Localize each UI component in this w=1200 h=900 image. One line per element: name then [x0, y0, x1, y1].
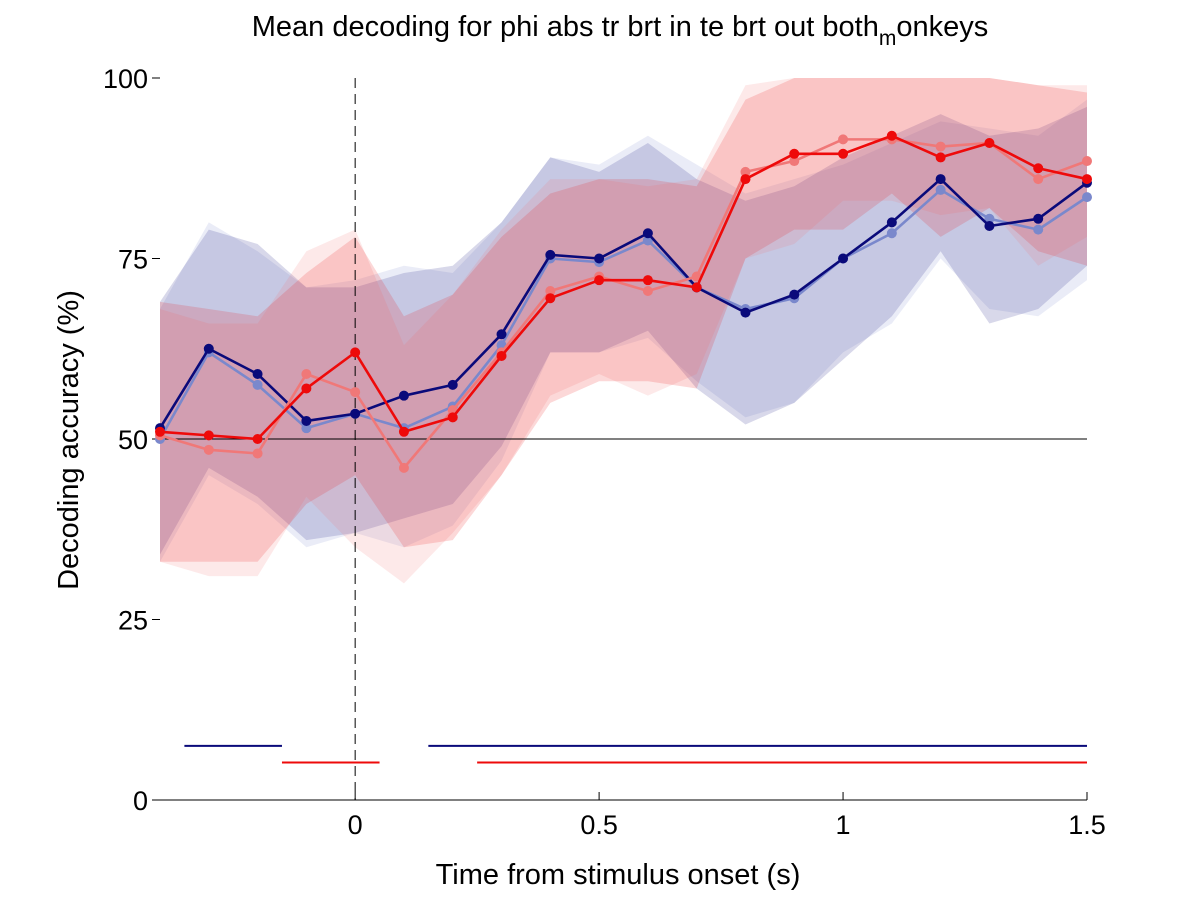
series-4-point — [1082, 174, 1092, 185]
confidence-band-2 — [160, 106, 1087, 555]
series-4-point — [1033, 163, 1044, 174]
series-3-point — [252, 448, 263, 459]
series-1-point — [886, 228, 897, 239]
series-4-point — [691, 282, 702, 293]
series-2-point — [789, 289, 800, 300]
series-2-point — [203, 343, 214, 354]
x-tick-label: 1 — [836, 810, 851, 840]
series-4-point — [447, 412, 458, 423]
series-3-point — [545, 285, 556, 296]
chart-title-main: Mean decoding for phi abs tr brt in te b… — [252, 11, 879, 43]
series-line-3 — [159, 138, 1088, 470]
series-2-point — [838, 253, 849, 264]
series-1-point — [935, 184, 946, 195]
series-line-1 — [158, 188, 1088, 440]
significance-bars — [184, 744, 1087, 764]
series-2-point — [301, 415, 312, 426]
series-2-point — [350, 408, 361, 419]
confidence-band-4 — [160, 78, 1087, 562]
series-4-point — [496, 350, 507, 361]
series-3-point — [1082, 156, 1092, 167]
y-tick-label: 25 — [118, 606, 148, 636]
series-1-point — [252, 379, 263, 390]
series-4-point — [252, 434, 263, 444]
series-4-point — [740, 174, 751, 185]
series-1-point — [984, 213, 995, 224]
series-4-point — [838, 148, 849, 159]
axes: 0 0.5 1 1.5 0 25 50 75 100 — [103, 64, 1106, 840]
x-axis-label: Time from stimulus onset (s) — [436, 859, 801, 891]
x-tick-label: 0 — [348, 810, 363, 840]
series-4-point — [594, 275, 605, 286]
series-4-point — [642, 275, 653, 286]
series-3-point — [740, 166, 751, 177]
x-tick-label: 0.5 — [580, 810, 618, 840]
series-2-point — [740, 307, 751, 318]
chart-title-subscript: m — [879, 27, 897, 50]
series-3-point — [1033, 174, 1044, 185]
series-3-point — [789, 156, 800, 167]
y-tick-label: 75 — [118, 245, 148, 275]
series-3-point — [935, 141, 946, 152]
series-2-point — [984, 221, 995, 232]
series-2-point — [447, 379, 458, 390]
series-3-point — [398, 462, 409, 473]
x-tick-label: 1.5 — [1068, 810, 1106, 840]
series-line-4 — [159, 134, 1088, 441]
series-4-point — [301, 383, 312, 394]
y-axis-label: Decoding accuracy (%) — [53, 290, 85, 590]
confidence-band-1 — [160, 99, 1087, 562]
series-2-point — [886, 217, 897, 228]
y-tick-label: 100 — [103, 64, 148, 94]
chart-title: Mean decoding for phi abs tr brt in te b… — [252, 11, 989, 50]
series-4-point — [203, 430, 214, 441]
series-4-point — [789, 148, 800, 159]
series-3-point — [350, 387, 361, 398]
series-4-point — [935, 152, 946, 163]
series-2-point — [252, 369, 263, 380]
series-4-point — [350, 347, 361, 358]
series-1-point — [301, 423, 312, 434]
series-2-point — [594, 253, 605, 264]
series-lines — [155, 130, 1092, 473]
chart-title-tail: onkeys — [896, 11, 988, 43]
reference-lines — [160, 78, 1087, 800]
series-1-point — [1082, 192, 1092, 203]
series-3-point — [203, 444, 214, 455]
series-2-point — [545, 249, 556, 260]
series-4-point — [886, 130, 897, 141]
series-2-point — [496, 329, 507, 340]
series-3-point — [642, 285, 653, 296]
series-4-point — [155, 426, 165, 437]
series-2-point — [1033, 213, 1044, 224]
series-1-point — [642, 235, 653, 246]
series-3-point — [301, 369, 312, 380]
series-2-point — [398, 390, 409, 401]
confidence-band-3 — [160, 78, 1087, 584]
series-line-2 — [158, 177, 1088, 429]
series-1-point — [1033, 224, 1044, 235]
y-tick-label: 0 — [133, 786, 148, 816]
series-2-point — [642, 228, 653, 239]
confidence-bands — [160, 78, 1087, 584]
series-4-point — [984, 137, 995, 148]
series-3-point — [838, 134, 849, 145]
series-2-point — [935, 174, 946, 185]
series-4-point — [545, 293, 556, 304]
series-4-point — [398, 426, 409, 437]
y-tick-label: 50 — [118, 425, 148, 455]
